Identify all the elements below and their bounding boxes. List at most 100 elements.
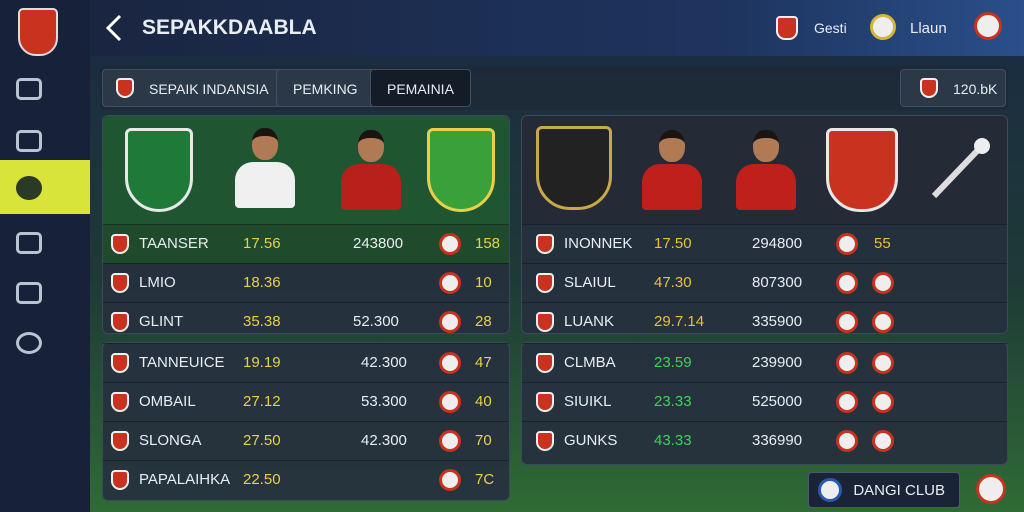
player-name: SLAIUL xyxy=(564,274,616,291)
sidebar-selected[interactable] xyxy=(0,160,90,214)
tab-icon xyxy=(116,78,134,98)
coin-icon xyxy=(920,78,938,98)
club-icon xyxy=(872,311,894,333)
player-name: LMIO xyxy=(139,274,176,291)
player-value: 335900 xyxy=(752,313,803,330)
player-rating: 47.30 xyxy=(654,274,692,291)
player-value: 243800 xyxy=(353,235,404,252)
club-icon xyxy=(439,391,461,413)
player-rating: 19.19 xyxy=(243,354,281,371)
nav-icon[interactable] xyxy=(16,232,42,254)
squad-panel: TANNEUICE 19.19 42.300 47 OMBAIL 27.12 53.300 4… xyxy=(102,342,510,501)
row-crest xyxy=(536,273,554,293)
profile-icon[interactable] xyxy=(974,12,1002,40)
club-icon xyxy=(439,311,461,333)
player-value: 52.300 xyxy=(353,313,399,330)
trophy-icon xyxy=(931,138,990,199)
player-row[interactable]: TAANSER 17.56 243800 158 xyxy=(103,224,509,263)
panel-header xyxy=(522,116,1007,224)
player-value: 807300 xyxy=(752,274,803,291)
row-crest xyxy=(111,234,129,254)
squad-panel: CLMBA 23.59 239900 SIUIKL 23.33 525000 GUNKS 43… xyxy=(521,342,1008,465)
player-row[interactable]: INONNEK 17.50 294800 55 xyxy=(522,224,1007,263)
player-score: 70 xyxy=(475,432,492,449)
player-rating: 43.33 xyxy=(654,432,692,449)
player-name: TAANSER xyxy=(139,235,209,252)
player-name: INONNEK xyxy=(564,235,633,252)
club-icon xyxy=(439,469,461,491)
club-icon xyxy=(872,352,894,374)
row-crest xyxy=(536,234,554,254)
row-crest xyxy=(111,353,129,373)
player-value: 53.300 xyxy=(361,393,407,410)
nav-icon[interactable] xyxy=(16,282,42,304)
nav-icon[interactable] xyxy=(16,130,42,152)
player-rating: 22.50 xyxy=(243,471,281,488)
player-portrait xyxy=(341,130,401,210)
player-score: 28 xyxy=(475,313,492,330)
player-rating: 27.12 xyxy=(243,393,281,410)
badge-icon xyxy=(776,16,798,40)
player-row[interactable]: GUNKS 43.33 336990 xyxy=(522,421,1007,460)
row-crest xyxy=(536,312,554,332)
player-name: GUNKS xyxy=(564,432,618,449)
player-rating: 27.50 xyxy=(243,432,281,449)
player-name: TANNEUICE xyxy=(139,354,225,371)
player-row[interactable]: SLONGA 27.50 42.300 70 xyxy=(103,421,509,460)
club-icon xyxy=(439,233,461,255)
player-name: PAPALAIHKA xyxy=(139,471,231,488)
player-row[interactable]: GLINT 35.38 52.300 28 xyxy=(103,302,509,341)
player-rating: 18.36 xyxy=(243,274,281,291)
club-icon xyxy=(836,272,858,294)
player-row[interactable]: LUANK 29.7.14 335900 xyxy=(522,302,1007,341)
club-icon xyxy=(872,430,894,452)
player-name: GLINT xyxy=(139,313,184,330)
nav-icon[interactable] xyxy=(16,176,42,200)
top-bar: SEPAKKDAABLA Gesti Llaun xyxy=(90,0,1024,56)
row-crest xyxy=(111,312,129,332)
app-logo xyxy=(18,8,58,56)
player-row[interactable]: TANNEUICE 19.19 42.300 47 xyxy=(103,343,509,382)
row-crest xyxy=(111,392,129,412)
player-score: 10 xyxy=(475,274,492,291)
player-value: 42.300 xyxy=(361,432,407,449)
player-rating: 17.56 xyxy=(243,235,281,252)
nav-icon[interactable] xyxy=(16,332,42,354)
player-score: 47 xyxy=(475,354,492,371)
player-rating: 29.7.14 xyxy=(654,313,705,330)
club-icon xyxy=(439,272,461,294)
player-row[interactable]: CLMBA 23.59 239900 xyxy=(522,343,1007,382)
row-crest xyxy=(536,353,554,373)
player-name: SIUIKL xyxy=(564,393,612,410)
tab[interactable]: SEPAIK INDANSIA xyxy=(102,69,286,107)
player-rating: 17.50 xyxy=(654,235,692,252)
back-button[interactable] xyxy=(104,14,124,42)
player-rating: 35.38 xyxy=(243,313,281,330)
player-portrait xyxy=(235,128,295,208)
sidebar xyxy=(0,0,90,512)
corner-icon[interactable] xyxy=(976,474,1006,504)
player-name: OMBAIL xyxy=(139,393,196,410)
player-rating: 23.59 xyxy=(654,354,692,371)
player-row[interactable]: OMBAIL 27.12 53.300 40 xyxy=(103,382,509,421)
player-row[interactable]: SLAIUL 47.30 807300 xyxy=(522,263,1007,302)
club-icon xyxy=(872,391,894,413)
panel-header xyxy=(103,116,509,224)
club-crest xyxy=(125,128,193,212)
club-icon xyxy=(836,430,858,452)
badge-label: Gesti xyxy=(814,20,847,36)
club-button[interactable]: DANGI CLUB xyxy=(808,472,960,508)
row-crest xyxy=(111,431,129,451)
club-crest xyxy=(427,128,495,212)
nav-icon[interactable] xyxy=(16,78,42,100)
player-row[interactable]: PAPALAIHKA 22.50 7C xyxy=(103,460,509,499)
title: SEPAKKDAABLA xyxy=(142,16,317,39)
player-name: SLONGA xyxy=(139,432,202,449)
tab-active[interactable]: PEMAINIA xyxy=(370,69,471,107)
player-row[interactable]: SIUIKL 23.33 525000 xyxy=(522,382,1007,421)
tab[interactable]: PEMKING xyxy=(276,69,375,107)
player-name: LUANK xyxy=(564,313,615,330)
badge-icon xyxy=(870,14,896,40)
player-row[interactable]: LMIO 18.36 10 xyxy=(103,263,509,302)
